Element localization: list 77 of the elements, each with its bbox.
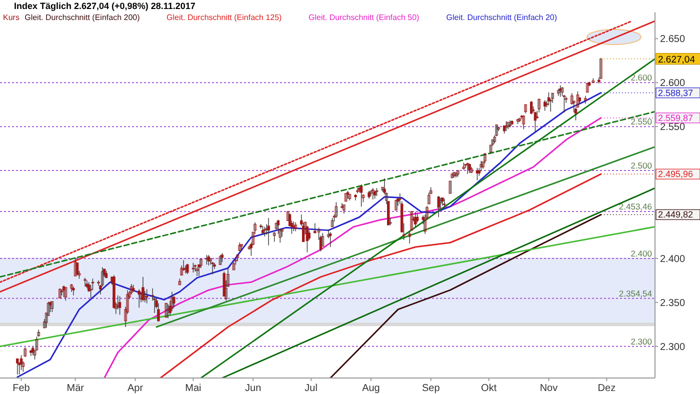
x-tick-label: Nov: [540, 383, 558, 394]
candlestick: [186, 263, 189, 275]
y-tick-label: 2.300: [660, 342, 686, 353]
candlestick: [211, 262, 214, 275]
text: Gleit. Durchschnitt (Einfach 125): [166, 13, 282, 22]
candlestick: [172, 296, 176, 308]
candlestick: [456, 170, 460, 178]
candlestick: [600, 58, 602, 80]
candlestick: [470, 166, 473, 174]
x-tick-label: Apr: [127, 383, 144, 394]
x-tick-label: Feb: [12, 383, 30, 394]
candlestick: [20, 354, 23, 370]
ref-line-label: 2.400: [630, 248, 652, 258]
x-tick-label: Mai: [185, 383, 202, 394]
ref-line-label: 2.550: [630, 116, 652, 127]
candlestick: [394, 199, 398, 210]
candlestick: [448, 180, 452, 194]
x-tick-label: Aug: [362, 383, 380, 394]
candlestick: [70, 284, 73, 292]
candlestick: [240, 244, 243, 251]
y-tick-label: 2.400: [660, 254, 686, 265]
candlestick: [267, 218, 270, 246]
candlestick: [584, 95, 587, 104]
annotation: 2.627,04: [658, 54, 695, 66]
candlestick: [138, 288, 140, 308]
text: Gleit. Durchschnitt (Einfach 200): [24, 13, 140, 22]
y-tick-label: 2.550: [660, 122, 686, 134]
candlestick: [454, 172, 458, 178]
candlestick: [170, 292, 174, 312]
candlestick: [182, 260, 185, 272]
data-label: 2.495,96: [658, 169, 694, 180]
candlestick: [410, 210, 413, 231]
ref-line-label: 2.300: [630, 336, 652, 346]
candlestick: [84, 277, 86, 287]
x-tick-label: Dez: [598, 383, 616, 394]
candlestick: [354, 194, 357, 201]
ref-line-label: 2.453,46: [618, 201, 652, 212]
data-label: 2.449,82: [658, 210, 694, 220]
candlestick: [24, 346, 27, 358]
y-tick-label: 2.600: [660, 78, 686, 90]
text: Kurs: [3, 13, 20, 22]
data-label: 2.588,37: [658, 88, 694, 98]
x-tick-label: Sep: [422, 383, 440, 394]
text: Gleit. Durchschnitt (Einfach 20): [446, 13, 558, 22]
chart-title: Index Täglich 2.627,04 (+0,98%) 28.11.2017: [14, 1, 196, 11]
candlestick: [329, 232, 332, 248]
y-tick-label: 2.350: [660, 298, 686, 309]
x-tick-label: Mär: [66, 383, 85, 394]
candlestick: [272, 232, 276, 242]
candlestick: [408, 230, 412, 244]
x-tick-label: Jun: [245, 383, 262, 394]
candlestick: [64, 287, 68, 301]
candlestick: [524, 104, 527, 114]
candlestick: [342, 204, 346, 214]
candlestick: [334, 202, 338, 218]
candlestick: [164, 302, 168, 318]
candlestick: [118, 296, 122, 316]
candlestick: [370, 190, 372, 196]
candlestick: [468, 163, 471, 174]
candlestick: [74, 257, 77, 276]
candlestick: [314, 222, 316, 234]
candlestick: [218, 254, 222, 265]
data-label: 2.559,87: [658, 112, 694, 123]
x-tick-label: Okt: [481, 383, 497, 394]
candlestick: [16, 358, 19, 375]
ref-line-label: 2.600: [630, 72, 652, 83]
x-tick-label: Jul: [304, 383, 318, 394]
candlestick: [437, 196, 440, 218]
candlestick: [238, 242, 241, 252]
candlestick: [142, 276, 144, 302]
ref-line-label: 2.354,54: [618, 288, 652, 298]
candlestick: [72, 286, 75, 296]
y-tick-label: 2.650: [660, 34, 686, 46]
text: Gleit. Durchschnitt (Einfach 50): [308, 13, 420, 22]
ref-line-label: 2.500: [630, 160, 652, 171]
candlestick: [196, 266, 198, 276]
candlestick: [50, 301, 54, 312]
